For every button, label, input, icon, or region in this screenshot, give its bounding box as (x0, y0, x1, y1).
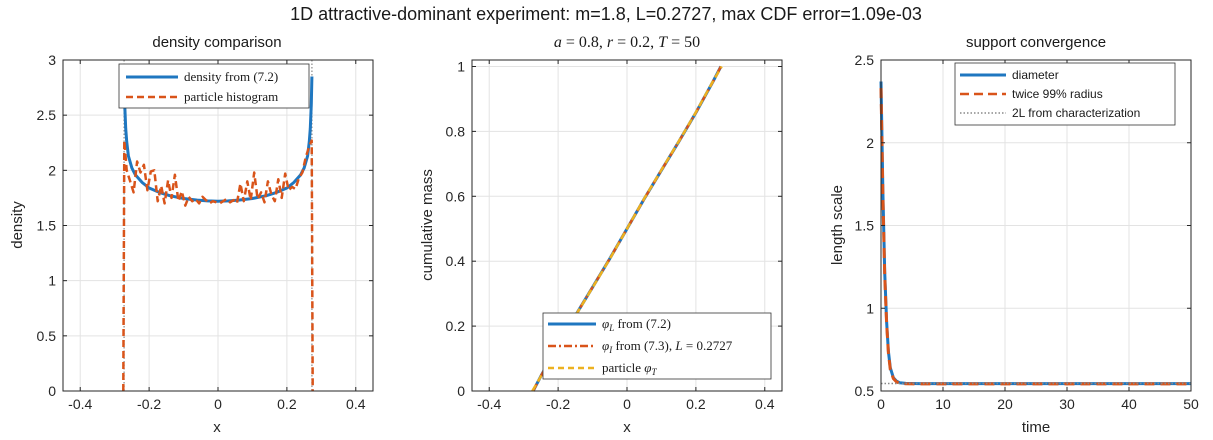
panel-density-comparison: density comparison x density -0.4 -0.2 0 0.… (9, 34, 374, 436)
panel3-xtick-label-1: 10 (935, 396, 951, 412)
panel1-xlabel: x (213, 419, 221, 436)
panel2-ylabel: cumulative mass (419, 169, 436, 281)
panel1-plot-area: -0.4 -0.2 0 0.2 0.4 0 0.5 1 1.5 2 2.5 3 (37, 52, 374, 412)
panel3-xtick-label-5: 50 (1183, 396, 1199, 412)
panel3-legend-label-2L: 2L from characterization (1012, 106, 1140, 120)
panel2-xlabel: x (623, 419, 631, 436)
panel1-title: density comparison (152, 34, 281, 51)
panel1-series-1 (122, 139, 314, 392)
panel3-xtick-label-3: 30 (1059, 396, 1075, 412)
panel3-ytick-label-3: 2 (866, 135, 874, 151)
panel3-ytick-label-2: 1.5 (855, 218, 875, 234)
panel1-ytick-label-1: 0.5 (37, 328, 57, 344)
panel1-ytick-label-2: 1 (48, 273, 56, 289)
panel2-ytick-label-4: 0.8 (446, 123, 466, 139)
panel1-grid (63, 59, 373, 392)
panel3-legend-label-radius: twice 99% radius (1012, 87, 1103, 101)
panel1-legend-box (118, 63, 310, 109)
panel3-xlabel: time (1022, 419, 1050, 436)
panel1-xtick-label-1: -0.2 (137, 396, 161, 412)
panel1-legend: density from (7.2) particle histogram (118, 63, 310, 109)
panel2-legend-label-phiL: φL from (7.2) (602, 316, 671, 333)
panel3-legend: diameter twice 99% radius 2L from charac… (954, 62, 1176, 126)
panel2-ytick-label-0: 0 (457, 383, 465, 399)
panel1-ytick-label-4: 2 (48, 162, 56, 178)
panel1-ytick-label-3: 1.5 (37, 218, 57, 234)
panel2-legend-label-phiI: φI from (7.3), L = 0.2727 (602, 338, 733, 355)
panel3-ytick-label-1: 1 (866, 300, 874, 316)
panel2-ytick-label-5: 1 (457, 58, 465, 74)
panel3-ytick-label-4: 2.5 (855, 52, 875, 68)
panel1-legend-label-density: density from (7.2) (184, 69, 278, 84)
panel3-legend-label-diameter: diameter (1012, 68, 1059, 82)
panel1-ylabel: density (9, 201, 26, 249)
panel2-title: a = 0.8, r = 0.2, T = 50 (554, 34, 700, 51)
panel3-xtick-label-2: 20 (997, 396, 1013, 412)
panel1-legend-label-histogram: particle histogram (184, 89, 278, 104)
panel-cumulative-mass: a = 0.8, r = 0.2, T = 50 x cumulative ma… (419, 34, 783, 436)
panel1-xtick-label-2: 0 (214, 396, 222, 412)
panel1-ytick-label-5: 2.5 (37, 107, 57, 123)
panel1-ytick-label-6: 3 (48, 52, 56, 68)
figure-title: 1D attractive-dominant experiment: m=1.8… (290, 4, 922, 24)
panel3-xtick-label-4: 40 (1121, 396, 1137, 412)
panel2-xtick-label-3: 0.2 (686, 396, 706, 412)
panel2-legend: φL from (7.2) φI from (7.3), L = 0.2727 … (542, 312, 772, 380)
panel2-series-2 (531, 65, 723, 392)
panel1-xtick-label-0: -0.4 (68, 396, 92, 412)
panel3-title: support convergence (966, 34, 1106, 51)
panel2-ytick-label-3: 0.6 (446, 188, 466, 204)
panel2-xtick-label-0: -0.4 (477, 396, 501, 412)
panel2-xtick-label-1: -0.2 (546, 396, 570, 412)
panel-support-convergence: support convergence time length scale 0 1… (829, 34, 1199, 436)
panel1-xtick-label-3: 0.2 (277, 396, 297, 412)
panel1-ytick-label-0: 0 (48, 383, 56, 399)
panel1-xtick-label-4: 0.4 (346, 396, 366, 412)
panel3-ytick-label-0: 0.5 (855, 383, 875, 399)
panel2-legend-label-phiT: particle φT (602, 360, 657, 377)
panel2-ytick-label-1: 0.2 (446, 318, 466, 334)
panel3-xtick-label-0: 0 (877, 396, 885, 412)
panel2-xtick-label-4: 0.4 (755, 396, 775, 412)
panel2-ytick-label-2: 0.4 (446, 253, 466, 269)
panel3-ylabel: length scale (829, 185, 846, 265)
panel2-xtick-label-2: 0 (623, 396, 631, 412)
